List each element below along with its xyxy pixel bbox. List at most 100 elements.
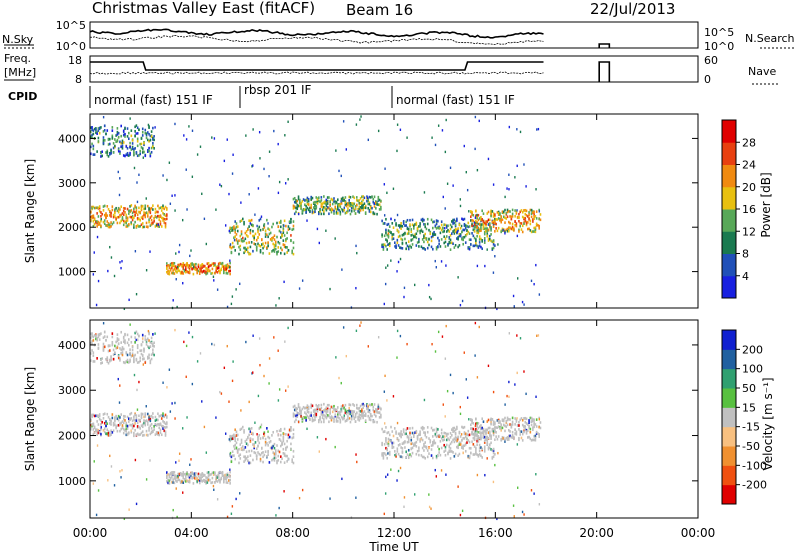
- velocity-echo-cell: [206, 478, 209, 482]
- velocity-echo-cell: [252, 334, 254, 337]
- velocity-echo-cell: [454, 428, 457, 432]
- power-echo-cell: [240, 219, 243, 222]
- velocity-echo-cell: [92, 335, 95, 339]
- power-echo-cell: [274, 240, 277, 244]
- velocity-echo-cell: [125, 360, 128, 363]
- velocity-echo-cell: [245, 438, 248, 442]
- power-echo-cell: [340, 200, 342, 203]
- power-echo-cell: [242, 239, 244, 243]
- velocity-echo-cell: [421, 425, 424, 429]
- power-echo-cell: [233, 236, 235, 240]
- velocity-echo-cell: [117, 338, 120, 341]
- noise-panel-frame: [89, 21, 699, 49]
- power-echo-cell: [144, 213, 147, 217]
- power-echo-cell: [230, 226, 233, 230]
- velocity-echo-cell: [362, 414, 364, 417]
- velocity-echo-cell: [424, 433, 426, 437]
- velocity-echo-cell: [141, 434, 144, 437]
- velocity-echo-cell: [272, 451, 274, 454]
- power-echo-cell: [527, 221, 529, 224]
- velocity-echo-cell: [296, 407, 299, 411]
- velocity-echo-cell: [497, 425, 500, 428]
- power-echo-cell: [213, 137, 216, 140]
- velocity-echo-cell: [183, 340, 185, 344]
- velocity-echo-cell: [269, 440, 272, 443]
- velocity-echo-cell: [125, 424, 128, 428]
- colorbar-tick-label: 20: [742, 181, 756, 194]
- velocity-echo-cell: [509, 434, 511, 438]
- power-echo-cell: [509, 215, 511, 218]
- velocity-echo-cell: [274, 449, 277, 452]
- power-echo-cell: [335, 200, 338, 204]
- velocity-echo-cell: [383, 390, 386, 393]
- power-echo-cell: [135, 124, 138, 127]
- velocity-echo-cell: [451, 450, 453, 453]
- velocity-echo-cell: [159, 428, 162, 432]
- power-echo-cell: [107, 138, 110, 141]
- power-echo-cell: [136, 200, 139, 204]
- power-echo-cell: [90, 210, 92, 214]
- power-echo-cell: [506, 208, 509, 212]
- power-echo-cell: [152, 221, 154, 225]
- velocity-echo-cell: [449, 373, 452, 377]
- velocity-echo-cell: [533, 421, 535, 424]
- power-echo-cell: [116, 209, 119, 213]
- power-echo-cell: [525, 209, 528, 213]
- velocity-echo-cell: [204, 479, 206, 482]
- velocity-echo-cell: [96, 357, 98, 360]
- velocity-echo-cell: [519, 418, 521, 422]
- velocity-echo-cell: [339, 410, 342, 414]
- velocity-echo-cell: [307, 405, 310, 409]
- velocity-echo-cell: [504, 440, 506, 443]
- velocity-echo-cell: [449, 442, 452, 446]
- power-echo-cell: [266, 218, 268, 222]
- velocity-echo-cell: [323, 402, 325, 406]
- velocity-echo-cell: [533, 492, 535, 495]
- velocity-echo-cell: [321, 410, 324, 414]
- velocity-echo-cell: [247, 459, 249, 463]
- power-echo-cell: [290, 220, 292, 224]
- velocity-echo-cell: [404, 440, 406, 443]
- velocity-echo-cell: [502, 437, 504, 440]
- power-echo-cell: [220, 268, 223, 272]
- power-echo-cell: [135, 206, 138, 209]
- power-echo-cell: [302, 198, 305, 201]
- velocity-echo-cell: [471, 418, 473, 422]
- velocity-echo-cell: [248, 449, 250, 453]
- power-echo-cell: [350, 209, 353, 213]
- power-echo-cell: [506, 227, 509, 231]
- power-echo-cell: [400, 221, 402, 225]
- power-echo-cell: [96, 212, 98, 215]
- velocity-echo-cell: [432, 440, 434, 444]
- velocity-echo-cell: [172, 470, 174, 474]
- velocity-echo-cell: [117, 342, 120, 345]
- power-echo-cell: [516, 209, 518, 212]
- velocity-echo-cell: [462, 437, 464, 440]
- velocity-echo-cell: [263, 431, 266, 434]
- power-echo-cell: [282, 243, 285, 246]
- power-echo-cell: [229, 259, 231, 262]
- power-echo-cell: [462, 236, 464, 239]
- power-echo-cell: [116, 130, 119, 134]
- power-echo-cell: [475, 221, 477, 225]
- velocity-echo-cell: [119, 359, 121, 362]
- velocity-echo-cell: [93, 460, 95, 463]
- power-echo-cell: [117, 135, 120, 139]
- power-echo-cell: [445, 224, 448, 228]
- velocity-echo-cell: [276, 459, 278, 463]
- power-echo-cell: [497, 217, 500, 220]
- power-echo-cell: [320, 202, 323, 206]
- power-echo-cell: [518, 216, 520, 219]
- power-echo-cell: [449, 166, 452, 170]
- power-echo-cell: [168, 270, 171, 273]
- power-echo-cell: [122, 219, 125, 223]
- velocity-echo-cell: [337, 415, 339, 419]
- velocity-echo-cell: [149, 419, 152, 423]
- power-echo-cell: [131, 145, 134, 149]
- power-echo-cell: [164, 205, 167, 209]
- power-echo-cell: [476, 226, 478, 229]
- power-echo-cell: [164, 223, 167, 227]
- power-echo-cell: [243, 239, 245, 243]
- power-echo-cell: [258, 225, 261, 229]
- power-echo-cell: [97, 220, 100, 224]
